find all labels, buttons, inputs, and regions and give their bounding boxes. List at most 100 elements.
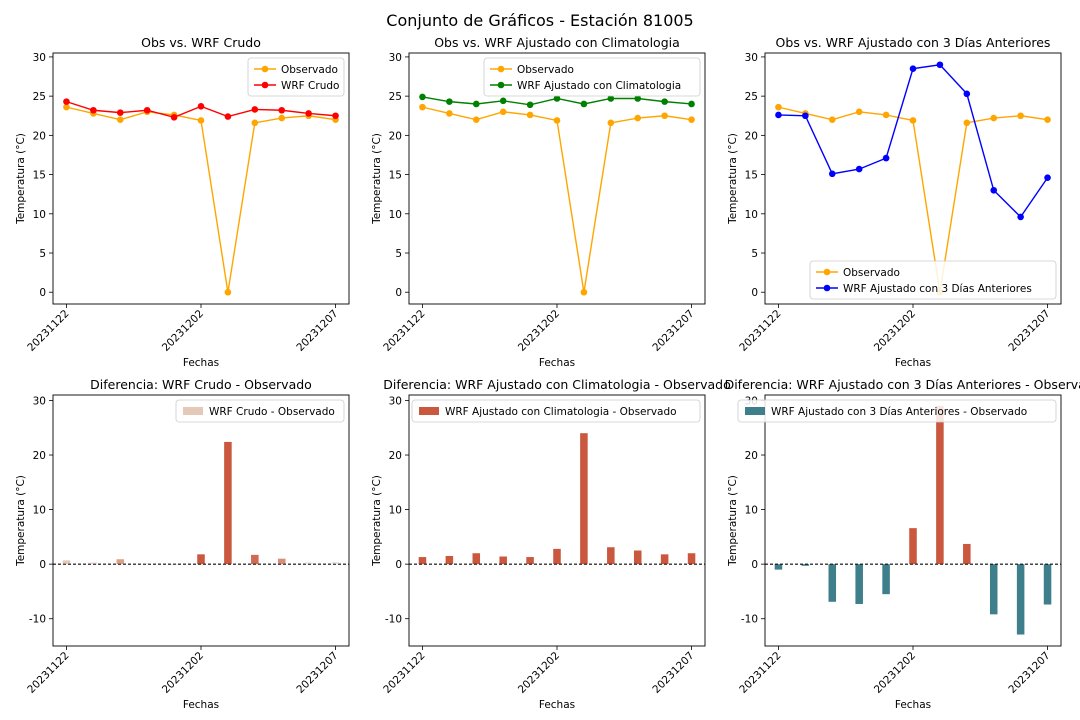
- subplot-title: Obs vs. WRF Ajustado con Climatologia: [434, 35, 680, 50]
- legend-box: [483, 57, 701, 97]
- bar: [989, 564, 998, 615]
- x-tick-label: 20231207: [294, 650, 340, 696]
- data-point: [499, 108, 507, 116]
- legend-label: Observado: [281, 64, 338, 76]
- y-tick-label: 10: [389, 209, 402, 221]
- bar: [331, 561, 340, 565]
- data-point: [90, 106, 97, 114]
- data-point: [63, 98, 70, 105]
- x-axis-label: Fechas: [895, 699, 931, 711]
- series-line: [66, 106, 336, 293]
- legend-box: [809, 260, 1057, 300]
- x-tick-label: 20231122: [381, 308, 427, 354]
- bar: [633, 550, 642, 565]
- legend: Observado WRF Ajustado con 3 Días Anterio…: [809, 260, 1057, 300]
- subplot-1: Obs vs. WRF Crudo 0 5 10 15 20 25 30 20231122 202…: [15, 35, 350, 369]
- plot-frame: [408, 52, 706, 305]
- plot-area: [53, 441, 349, 566]
- y-tick-label: 25: [389, 91, 402, 103]
- data-point: [990, 114, 998, 122]
- legend-swatch: [745, 407, 765, 415]
- data-point: [661, 98, 668, 105]
- y-axis-label: Temperatura (°C): [371, 133, 383, 225]
- y-tick-label: 30: [745, 52, 758, 64]
- legend: WRF Ajustado con 3 Días Anteriores - Obs…: [737, 399, 1057, 423]
- y-tick-label: 20: [389, 130, 402, 142]
- bar: [62, 560, 71, 565]
- y-tick-label: 0: [751, 559, 758, 571]
- plot-area: [419, 93, 695, 296]
- data-point: [909, 117, 917, 124]
- data-point: [936, 61, 944, 69]
- bar: [607, 547, 615, 565]
- y-axis-label: Temperatura (°C): [727, 475, 739, 567]
- x-tick-label: 20231207: [1006, 650, 1052, 696]
- legend-swatch: [419, 407, 439, 415]
- y-tick-label: 10: [33, 209, 46, 221]
- x-tick-label: 20231202: [160, 650, 206, 696]
- subplot-3: Obs vs. WRF Ajustado con 3 Días Anterior…: [727, 35, 1062, 369]
- data-point: [143, 106, 151, 114]
- subplot-title: Diferencia: WRF Ajustado con Climatologi…: [383, 377, 731, 392]
- bar: [89, 562, 98, 565]
- y-tick-label: 0: [39, 559, 46, 571]
- data-point: [828, 116, 836, 123]
- data-point: [688, 100, 695, 108]
- y-tick-label: 30: [389, 395, 402, 407]
- y-tick-label: 0: [395, 559, 402, 571]
- subplot-title: Diferencia: WRF Crudo - Observado: [90, 377, 312, 392]
- plot-area: [775, 61, 1051, 296]
- plot-frame: [52, 52, 350, 305]
- bar: [116, 559, 125, 565]
- data-point: [472, 116, 480, 123]
- x-tick-label: 20231202: [872, 308, 918, 354]
- plot-frame: [764, 394, 1062, 647]
- plot-frame: [52, 394, 350, 647]
- data-point: [224, 288, 232, 296]
- legend-marker: [261, 65, 269, 73]
- data-point: [197, 117, 205, 124]
- subplot-5: Diferencia: WRF Ajustado con Climatologi…: [371, 377, 731, 711]
- data-point: [855, 108, 863, 116]
- x-tick-label: 20231202: [872, 650, 918, 696]
- bar: [445, 555, 454, 565]
- data-point: [634, 95, 642, 102]
- bar: [882, 564, 890, 595]
- legend-label: WRF Crudo - Observado: [209, 406, 335, 418]
- legend-label: Observado: [517, 64, 574, 76]
- y-tick-label: 5: [395, 248, 402, 260]
- legend-marker: [497, 81, 505, 89]
- data-point: [446, 98, 453, 105]
- y-tick-label: 10: [745, 209, 758, 221]
- data-point: [526, 111, 534, 119]
- data-point: [446, 110, 453, 117]
- series-line: [422, 106, 692, 293]
- bar: [170, 564, 178, 566]
- x-tick-label: 20231202: [516, 308, 562, 354]
- y-tick-label: 15: [745, 170, 758, 182]
- plot-area: [63, 98, 339, 296]
- data-point: [580, 288, 588, 296]
- bar: [553, 548, 561, 565]
- bar: [801, 564, 810, 566]
- data-point: [1044, 174, 1051, 182]
- bar: [1016, 564, 1025, 635]
- data-point: [775, 103, 782, 111]
- y-tick-label: 0: [395, 287, 402, 299]
- x-tick-label: 20231202: [160, 308, 206, 354]
- plot-frame: [764, 52, 1062, 305]
- data-point: [634, 114, 642, 122]
- x-axis-label: Fechas: [539, 357, 575, 369]
- y-tick-label: 20: [389, 450, 402, 462]
- y-tick-label: 20: [745, 130, 758, 142]
- data-point: [305, 110, 312, 117]
- legend: WRF Crudo - Observado: [175, 399, 345, 423]
- data-point: [419, 103, 426, 111]
- y-tick-label: 25: [33, 91, 46, 103]
- y-tick-label: 5: [39, 248, 46, 260]
- bar: [526, 557, 534, 565]
- x-axis-label: Fechas: [183, 699, 219, 711]
- x-axis-label: Fechas: [539, 699, 575, 711]
- plot-area: [765, 405, 1061, 635]
- legend-label: WRF Ajustado con 3 Días Anteriores - Obs…: [771, 406, 1027, 418]
